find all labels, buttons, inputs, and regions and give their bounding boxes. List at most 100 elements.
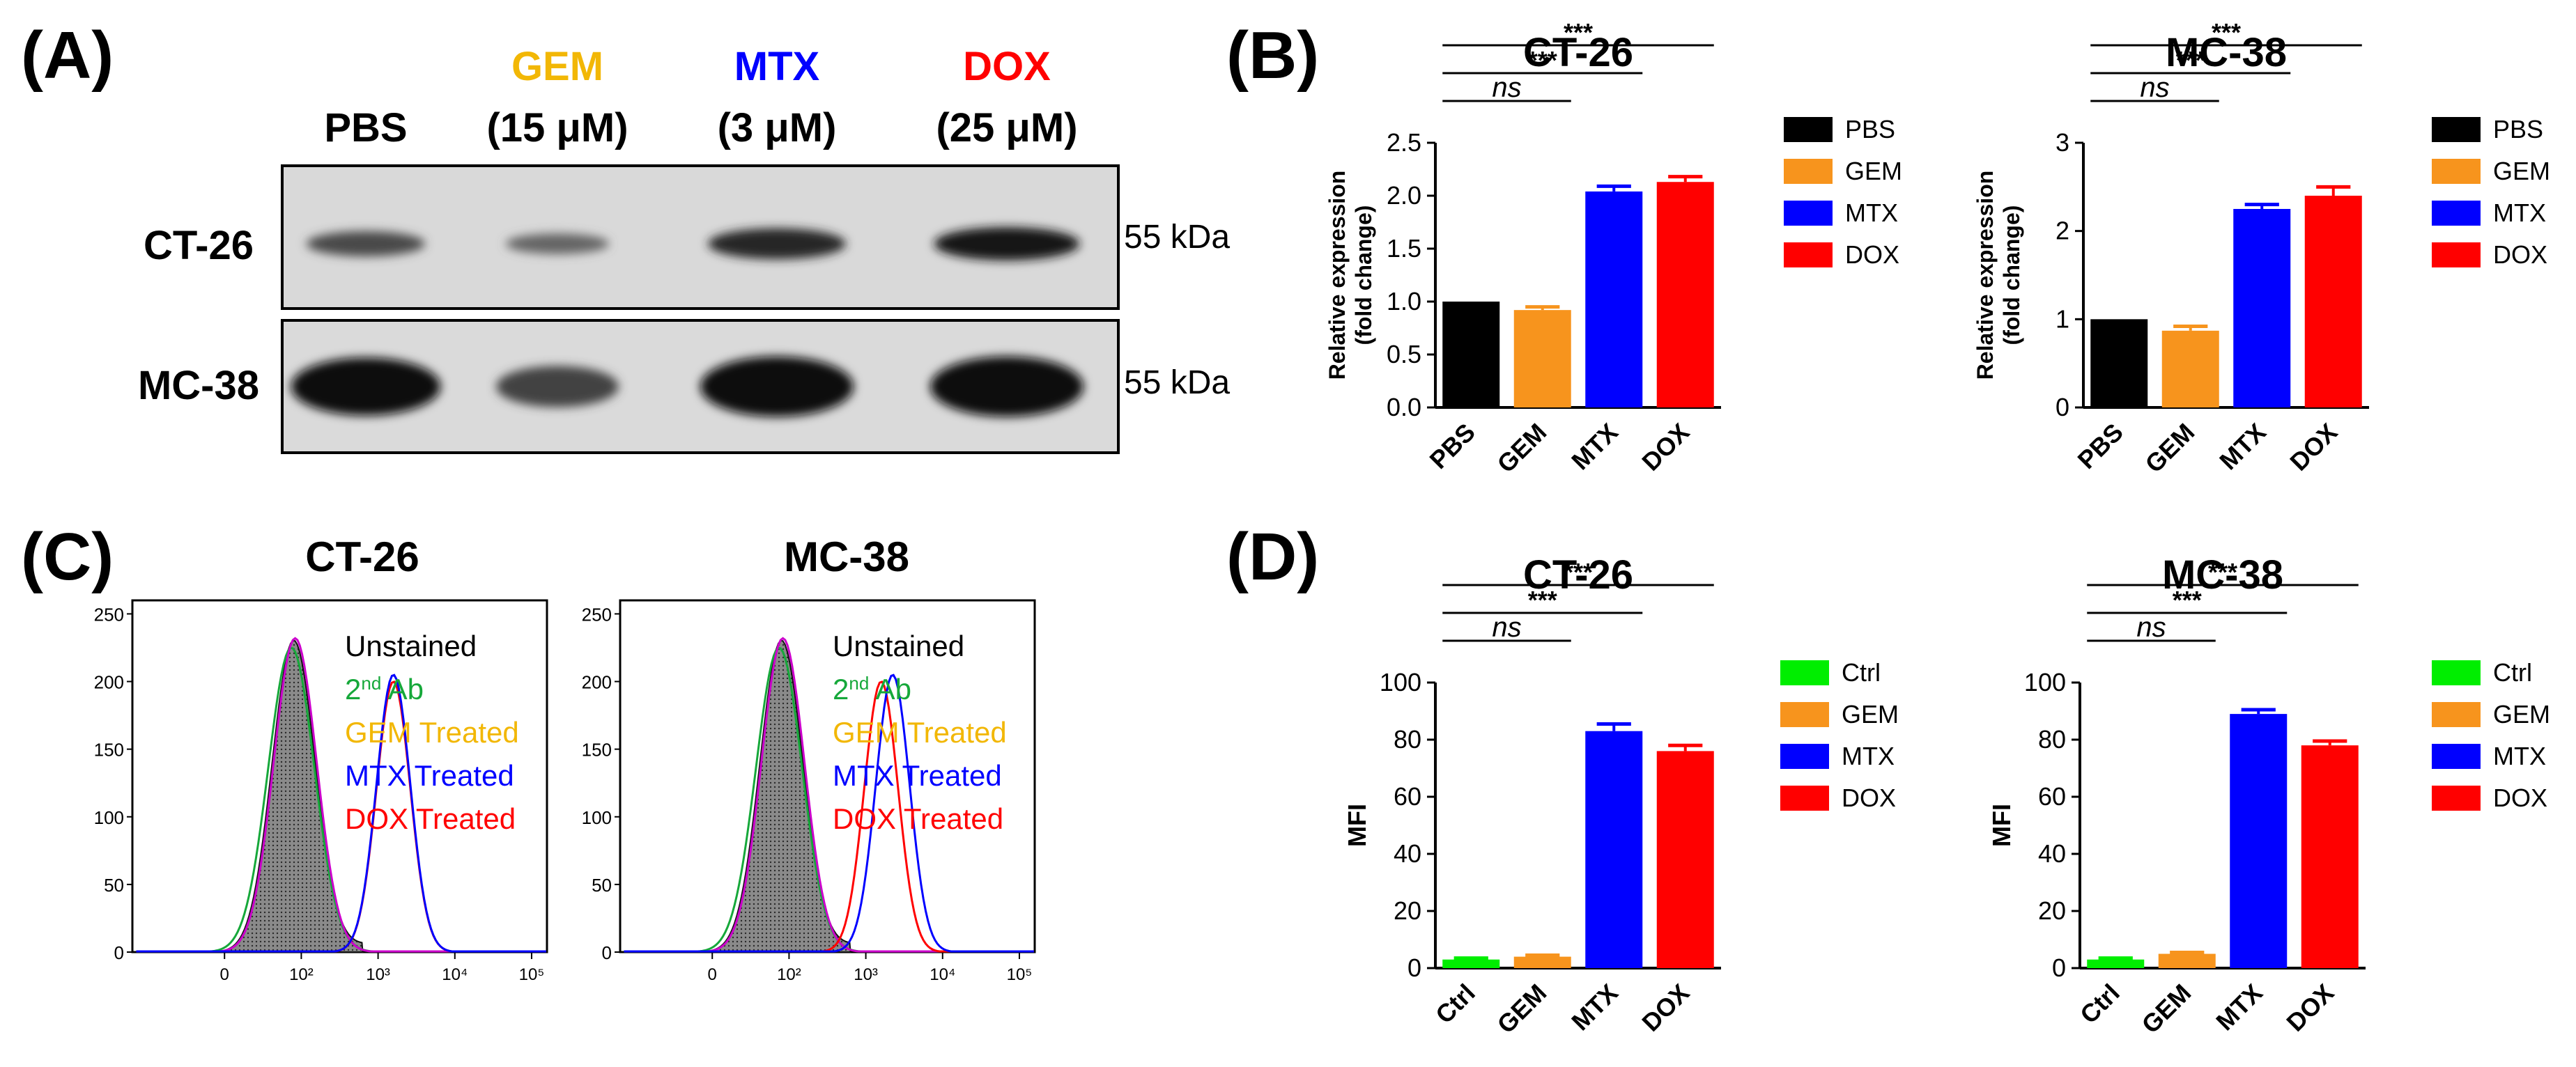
legend-swatch-gem bbox=[1780, 702, 1829, 727]
flow-legend-text: GEM Treated bbox=[345, 716, 519, 749]
panel-label-a: (A) bbox=[21, 18, 114, 93]
x-tick-label-mtx: MTX bbox=[1566, 979, 1624, 1036]
legend-swatch-gem bbox=[2432, 702, 2481, 727]
y-tick-label: 60 bbox=[1394, 782, 1421, 811]
bar-dox bbox=[2301, 745, 2359, 968]
x-tick-label-ctrl: Ctrl bbox=[1430, 979, 1481, 1029]
band-ct-26-dox bbox=[934, 227, 1080, 260]
x-tick-label-gem: GEM bbox=[1491, 979, 1552, 1039]
flow-legend-item: 2nd Ab bbox=[833, 673, 911, 706]
y-tick-label: 1.0 bbox=[1387, 287, 1421, 316]
x-tick-label-ctrl: Ctrl bbox=[2074, 979, 2125, 1029]
bar-mtx bbox=[1585, 191, 1643, 407]
y-tick-label: 0 bbox=[1407, 953, 1421, 982]
lane-dose-dox: (25 μM) bbox=[936, 105, 1077, 150]
y-tick-label: 2.0 bbox=[1387, 181, 1421, 210]
x-tick-label-mtx: MTX bbox=[1566, 418, 1624, 476]
legend-label-pbs: PBS bbox=[1845, 115, 1895, 143]
lane-dose-gem: (15 μM) bbox=[486, 105, 628, 150]
histogram-mtx-treated bbox=[136, 673, 546, 953]
legend-swatch-gem bbox=[2432, 159, 2481, 184]
lane-label-mtx: MTX bbox=[734, 44, 820, 89]
panel-label-d: (D) bbox=[1226, 520, 1319, 594]
bar-mtx bbox=[2230, 714, 2288, 968]
legend-label-dox: DOX bbox=[1842, 784, 1896, 812]
bar-chart-b-mc-38: MC-38 0 1 2 3 Relative expression(fold change… bbox=[1973, 18, 2550, 478]
legend-label-mtx: MTX bbox=[2493, 198, 2546, 227]
legend-label-ctrl: Ctrl bbox=[2493, 658, 2532, 687]
flow-title-ct26: CT-26 bbox=[305, 534, 419, 580]
legend-label-pbs: PBS bbox=[2493, 115, 2543, 143]
flow-legend-text: 2 bbox=[833, 673, 849, 706]
significance-label: *** bbox=[2208, 558, 2237, 586]
legend-label-dox: DOX bbox=[2493, 784, 2547, 812]
chart-title: CT-26 bbox=[1523, 30, 1633, 75]
flow-xtick-label: 10⁵ bbox=[1007, 965, 1033, 984]
legend-swatch-dox bbox=[2432, 786, 2481, 811]
western-blot: PBS GEM (15 μM) MTX (3 μM) DOX (25 μM) C… bbox=[138, 44, 1230, 454]
flow-ytick-label: 0 bbox=[602, 942, 612, 963]
y-axis-label-line: Relative expression bbox=[1973, 171, 1998, 380]
flow-legend-sup: nd bbox=[361, 673, 381, 694]
y-tick-label: 80 bbox=[1394, 725, 1421, 754]
significance-label: *** bbox=[1564, 18, 1593, 47]
legend-swatch-pbs bbox=[2432, 117, 2481, 142]
legend-swatch-mtx bbox=[2432, 744, 2481, 769]
significance-label: ns bbox=[2136, 612, 2166, 643]
flow-frame bbox=[619, 599, 1036, 953]
y-axis-label-line: (fold change) bbox=[1351, 205, 1376, 345]
y-tick-label: 0 bbox=[2056, 393, 2069, 421]
chart-title: MC-38 bbox=[2166, 30, 2287, 75]
lane-label-gem: GEM bbox=[511, 44, 603, 89]
band-mc-38-pbs bbox=[291, 357, 441, 416]
flow-xtick-label: 10² bbox=[289, 965, 314, 984]
y-tick-label: 40 bbox=[1394, 839, 1421, 868]
legend-label-dox: DOX bbox=[2493, 240, 2547, 269]
flow-legend-text: Unstained bbox=[345, 630, 477, 662]
legend-swatch-dox bbox=[1780, 786, 1829, 811]
marker-label-ct26: 55 kDa bbox=[1124, 219, 1230, 256]
bar-pbs bbox=[1442, 302, 1500, 407]
legend-swatch-pbs bbox=[1784, 117, 1833, 142]
significance-label: ns bbox=[1492, 72, 1521, 103]
significance-label: ns bbox=[1492, 612, 1521, 643]
flow-ytick-label: 200 bbox=[94, 672, 124, 693]
y-tick-label: 0.0 bbox=[1387, 393, 1421, 421]
flow-ytick-label: 50 bbox=[104, 875, 124, 896]
band-mc-38-gem bbox=[496, 366, 619, 407]
bar-gem bbox=[1513, 310, 1571, 407]
y-tick-label: 2.5 bbox=[1387, 128, 1421, 157]
x-tick-label-gem: GEM bbox=[2136, 979, 2196, 1039]
flow-legend-item: DOX Treated bbox=[833, 802, 1003, 835]
flow-ytick-label: 100 bbox=[582, 807, 612, 828]
row-label-mc38: MC-38 bbox=[138, 363, 259, 408]
y-axis-label-line: Relative expression bbox=[1325, 171, 1350, 380]
flow-frame bbox=[131, 599, 548, 953]
legend-swatch-mtx bbox=[1780, 744, 1829, 769]
y-tick-label: 0.5 bbox=[1387, 340, 1421, 368]
flow-xtick-label: 10² bbox=[777, 965, 801, 984]
flow-legend-item: MTX Treated bbox=[345, 759, 514, 792]
flow-ytick-label: 50 bbox=[592, 875, 612, 896]
flow-legend-text: Unstained bbox=[833, 630, 964, 662]
flow-legend-item: Unstained bbox=[345, 630, 477, 662]
flow-legend-text: 2 bbox=[345, 673, 361, 706]
legend-label-mtx: MTX bbox=[1845, 198, 1898, 227]
band-ct-26-gem bbox=[505, 233, 610, 254]
bar-gem bbox=[1513, 956, 1571, 968]
flow-legend-item: Unstained bbox=[833, 630, 964, 662]
y-axis-label: MFI bbox=[1987, 804, 2016, 847]
x-tick-label-gem: GEM bbox=[1491, 418, 1552, 478]
significance-label: *** bbox=[2176, 46, 2205, 75]
legend-label-gem: GEM bbox=[1842, 700, 1899, 729]
y-tick-label: 3 bbox=[2056, 128, 2069, 157]
bar-gem bbox=[2158, 953, 2216, 968]
legend-label-gem: GEM bbox=[2493, 157, 2550, 185]
y-tick-label: 60 bbox=[2038, 782, 2066, 811]
flow-ytick-label: 250 bbox=[582, 604, 612, 625]
x-tick-label-pbs: PBS bbox=[1424, 418, 1481, 474]
flow-legend-item: GEM Treated bbox=[345, 716, 519, 749]
legend-swatch-mtx bbox=[2432, 201, 2481, 226]
